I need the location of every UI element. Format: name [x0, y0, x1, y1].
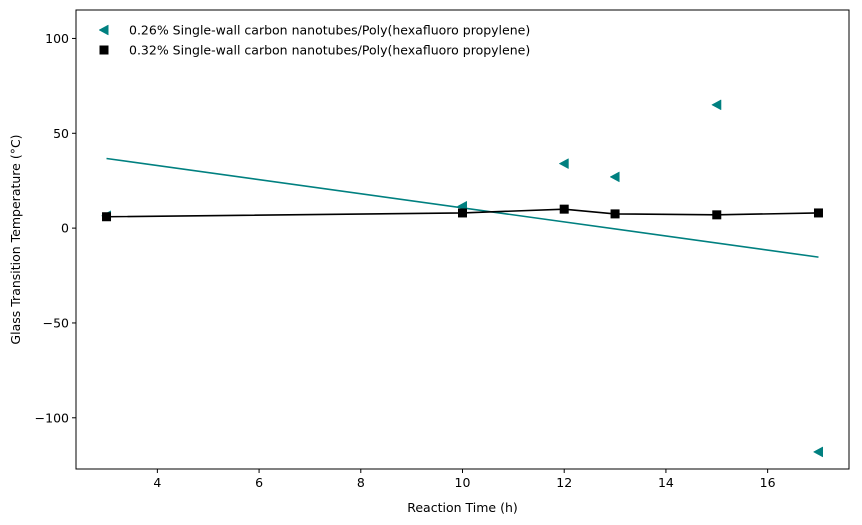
- legend-marker-square: [99, 45, 109, 55]
- x-tick-label: 10: [455, 475, 471, 490]
- legend-marker-series-1: [98, 24, 109, 36]
- x-tick-label: 6: [255, 475, 263, 490]
- series-2-line: [106, 208, 819, 218]
- y-tick-label: 0: [61, 221, 69, 236]
- y-tick-label: 50: [53, 126, 69, 141]
- series-2-point: [458, 208, 467, 218]
- x-tick-label: 12: [556, 475, 572, 490]
- series-2-point: [610, 209, 620, 219]
- y-tick-label: −100: [35, 410, 69, 425]
- x-tick-label: 4: [153, 475, 161, 490]
- legend-marker-triangle: [98, 24, 109, 36]
- y-axis-ticks: −100 −50 0 50 100: [35, 31, 76, 425]
- legend-label-series-2: 0.32% Single-wall carbon nanotubes/Poly(…: [129, 43, 530, 58]
- x-axis-label: Reaction Time (h): [407, 500, 518, 515]
- series-2-point: [813, 208, 823, 218]
- x-tick-label: 16: [760, 475, 776, 490]
- plot-marks: [100, 99, 823, 458]
- x-tick-label: 8: [357, 475, 365, 490]
- x-axis-ticks: 4 6 8 10 12 14 16: [153, 469, 776, 490]
- legend-label-series-1: 0.26% Single-wall carbon nanotubes/Poly(…: [129, 23, 530, 38]
- series-1-point: [812, 446, 823, 458]
- series-1-point: [558, 158, 569, 170]
- y-axis-label: Glass Transition Temperature (°C): [8, 134, 23, 344]
- series-2-point: [559, 204, 569, 214]
- legend-marker-series-2: [99, 45, 109, 55]
- y-tick-label: 100: [45, 31, 69, 46]
- series-1-point: [711, 99, 722, 111]
- series-1-point: [609, 171, 620, 183]
- legend: 0.26% Single-wall carbon nanotubes/Poly(…: [98, 23, 530, 58]
- series-2-point: [712, 210, 722, 220]
- series-2-point: [102, 212, 112, 222]
- x-tick-label: 14: [658, 475, 674, 490]
- y-tick-label: −50: [43, 315, 69, 330]
